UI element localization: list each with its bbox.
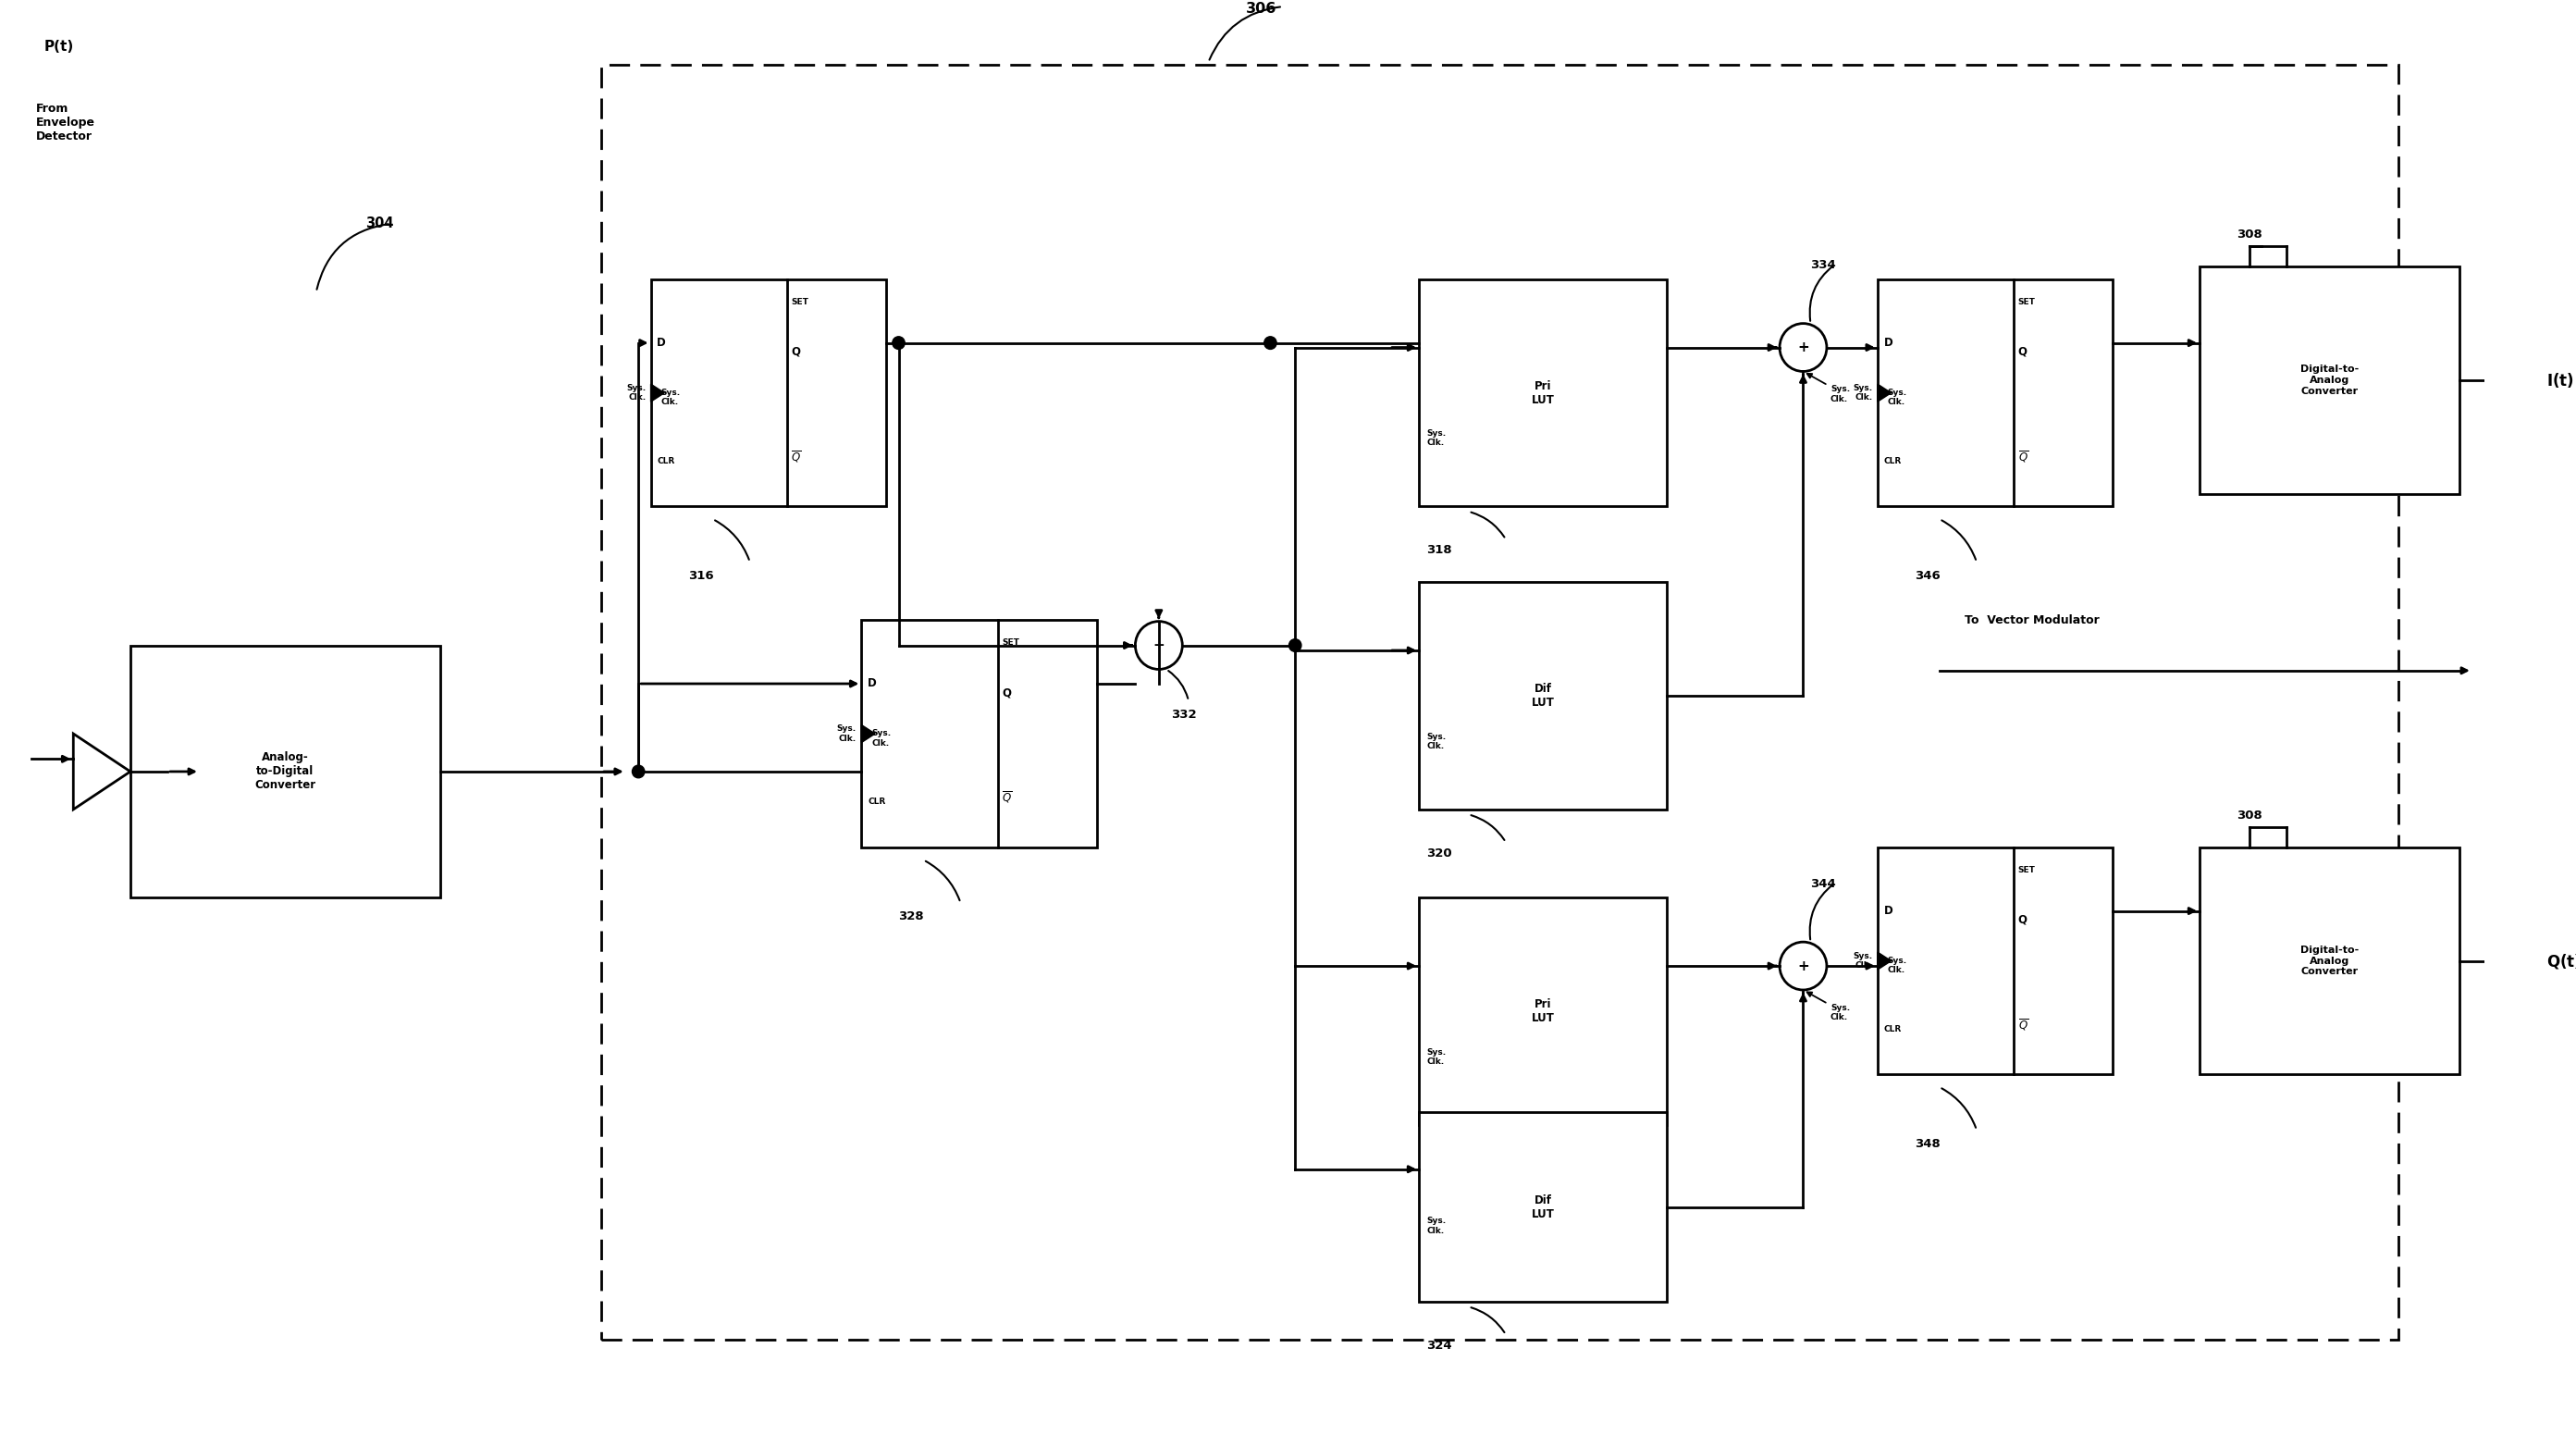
Text: Sys.
Clk.: Sys. Clk. bbox=[1832, 1004, 1850, 1022]
Text: $\mathbf{Q}$$\mathbf{(t)}$: $\mathbf{Q}$$\mathbf{(t)}$ bbox=[2548, 952, 2576, 969]
Polygon shape bbox=[2514, 948, 2540, 974]
Text: 318: 318 bbox=[1427, 544, 1453, 557]
Polygon shape bbox=[652, 383, 665, 402]
Text: 344: 344 bbox=[1811, 877, 1837, 890]
Polygon shape bbox=[2514, 368, 2540, 394]
Text: Sys.
Clk.: Sys. Clk. bbox=[626, 383, 647, 402]
Text: P(t): P(t) bbox=[44, 39, 75, 54]
Text: Digital-to-
Analog
Converter: Digital-to- Analog Converter bbox=[2300, 365, 2360, 395]
Text: Sys.
Clk.: Sys. Clk. bbox=[1427, 1217, 1445, 1234]
Circle shape bbox=[1780, 942, 1826, 990]
Circle shape bbox=[631, 765, 644, 778]
Text: Pri
LUT: Pri LUT bbox=[1533, 381, 1553, 405]
Bar bbox=[2200, 266, 2460, 493]
Text: 346: 346 bbox=[1914, 570, 1940, 582]
Text: +: + bbox=[1798, 959, 1808, 972]
Text: 328: 328 bbox=[899, 910, 925, 922]
Text: 348: 348 bbox=[1914, 1137, 1940, 1150]
Text: Sys.
Clk.: Sys. Clk. bbox=[1427, 732, 1445, 750]
Text: From
Envelope
Detector: From Envelope Detector bbox=[36, 103, 95, 142]
Text: Dif
LUT: Dif LUT bbox=[1533, 683, 1553, 709]
Text: CLR: CLR bbox=[868, 797, 886, 806]
Text: Q: Q bbox=[1002, 687, 1010, 699]
Text: D: D bbox=[657, 337, 667, 349]
Polygon shape bbox=[860, 725, 876, 742]
Text: 306: 306 bbox=[1247, 1, 1278, 16]
Text: Sys.
Clk.: Sys. Clk. bbox=[1888, 388, 1906, 407]
Text: SET: SET bbox=[1002, 638, 1020, 647]
Bar bbox=[600, 65, 2398, 1340]
Text: $\overline{Q}$: $\overline{Q}$ bbox=[1002, 790, 1012, 805]
Bar bbox=[860, 621, 1097, 848]
Text: $\mathbf{I}$$\mathbf{(t)}$: $\mathbf{I}$$\mathbf{(t)}$ bbox=[2548, 370, 2573, 389]
Text: 316: 316 bbox=[688, 570, 714, 582]
Bar bbox=[1878, 279, 2112, 506]
Text: Sys.
Clk.: Sys. Clk. bbox=[1832, 385, 1850, 404]
Text: +: + bbox=[1798, 340, 1808, 355]
Bar bbox=[131, 645, 440, 897]
Text: 334: 334 bbox=[1811, 259, 1837, 271]
Text: 324: 324 bbox=[1427, 1340, 1453, 1351]
Text: Sys.
Clk.: Sys. Clk. bbox=[1427, 430, 1445, 447]
Text: Q: Q bbox=[2017, 915, 2027, 926]
Text: Digital-to-
Analog
Converter: Digital-to- Analog Converter bbox=[2300, 945, 2360, 977]
Text: Sys.
Clk.: Sys. Clk. bbox=[1852, 952, 1873, 969]
Text: SET: SET bbox=[2017, 298, 2035, 307]
Text: 308: 308 bbox=[2236, 809, 2262, 822]
Circle shape bbox=[1136, 621, 1182, 670]
Text: Sys.
Clk.: Sys. Clk. bbox=[1888, 956, 1906, 974]
Text: −: − bbox=[1154, 638, 1164, 653]
Text: Sys.
Clk.: Sys. Clk. bbox=[1852, 383, 1873, 402]
Text: SET: SET bbox=[791, 298, 809, 307]
Polygon shape bbox=[1878, 952, 1891, 969]
Bar bbox=[2200, 848, 2460, 1075]
Text: $\overline{Q}$: $\overline{Q}$ bbox=[2017, 1017, 2027, 1032]
Text: CLR: CLR bbox=[1883, 457, 1901, 466]
Text: D: D bbox=[1883, 904, 1893, 917]
Text: $\overline{Q}$: $\overline{Q}$ bbox=[791, 449, 801, 464]
Text: 320: 320 bbox=[1427, 848, 1453, 860]
Bar bbox=[1419, 897, 1667, 1124]
Circle shape bbox=[1265, 337, 1278, 349]
Text: 332: 332 bbox=[1172, 709, 1198, 721]
Text: D: D bbox=[1883, 337, 1893, 349]
Text: Q: Q bbox=[2017, 346, 2027, 357]
Text: To  Vector Modulator: To Vector Modulator bbox=[1965, 614, 2099, 627]
Text: CLR: CLR bbox=[657, 457, 675, 466]
Circle shape bbox=[1288, 640, 1301, 651]
Text: Sys.
Clk.: Sys. Clk. bbox=[659, 388, 680, 407]
Text: 308: 308 bbox=[2236, 229, 2262, 240]
Text: CLR: CLR bbox=[1883, 1024, 1901, 1033]
Polygon shape bbox=[1878, 383, 1891, 402]
Text: Analog-
to-Digital
Converter: Analog- to-Digital Converter bbox=[255, 751, 317, 792]
Polygon shape bbox=[72, 734, 131, 809]
Bar bbox=[1419, 1113, 1667, 1302]
Text: Sys.
Clk.: Sys. Clk. bbox=[1427, 1048, 1445, 1066]
Text: Sys.
Clk.: Sys. Clk. bbox=[837, 725, 855, 742]
Bar bbox=[652, 279, 886, 506]
Text: 322: 322 bbox=[1427, 1163, 1453, 1175]
Text: Pri
LUT: Pri LUT bbox=[1533, 998, 1553, 1024]
Polygon shape bbox=[2488, 948, 2514, 974]
Bar bbox=[1419, 582, 1667, 809]
Text: 304: 304 bbox=[366, 216, 394, 230]
Text: Dif
LUT: Dif LUT bbox=[1533, 1194, 1553, 1220]
Text: $\overline{Q}$: $\overline{Q}$ bbox=[2017, 449, 2027, 464]
Circle shape bbox=[1780, 324, 1826, 372]
Text: D: D bbox=[868, 677, 876, 690]
Bar bbox=[1878, 848, 2112, 1075]
Text: SET: SET bbox=[2017, 865, 2035, 874]
Text: Q: Q bbox=[791, 346, 801, 357]
Circle shape bbox=[891, 337, 904, 349]
Text: Sys.
Clk.: Sys. Clk. bbox=[871, 729, 891, 747]
Polygon shape bbox=[2488, 368, 2514, 394]
Bar bbox=[1419, 279, 1667, 506]
